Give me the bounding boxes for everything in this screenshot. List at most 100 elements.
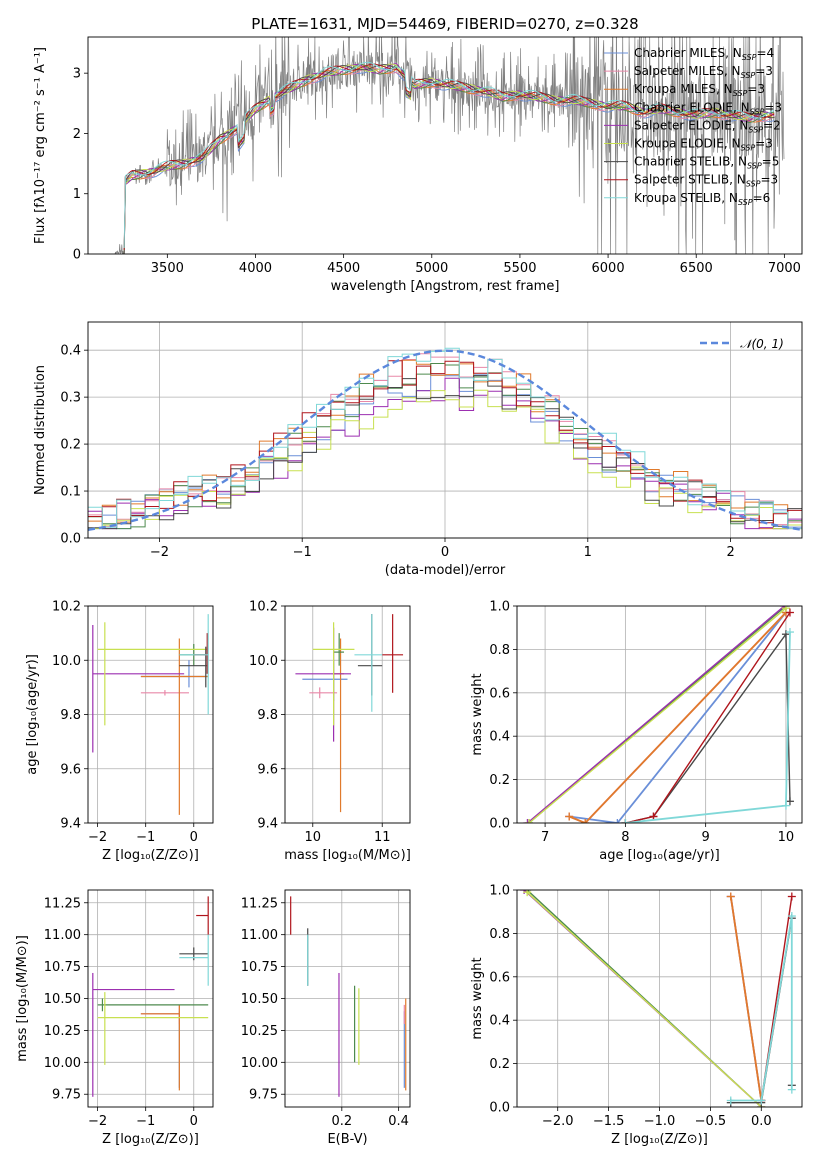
histogram-chabrier-stelib	[88, 375, 802, 530]
errorbar-salpeter-stelib	[196, 896, 209, 935]
errorbar-salpeter-miles	[140, 1004, 180, 1025]
errorbar-salpeter-miles	[140, 690, 189, 696]
legend-text: Chabrier STELIB, N	[634, 155, 747, 169]
mass_vs_Z-frame	[87, 889, 214, 1108]
y-tick-label: 0.2	[489, 1057, 510, 1072]
y-tick-label: 0.0	[60, 532, 81, 547]
y-tick-label: 0.4	[489, 730, 510, 745]
y-tick-label: 2	[73, 127, 81, 142]
y-tick-label: 0.2	[60, 438, 81, 453]
y-tick-label: 0.0	[489, 817, 510, 832]
legend-count: =3	[764, 100, 782, 114]
legend-subscript: SSP	[747, 162, 762, 171]
errorbar-salpeter-miles	[309, 687, 338, 699]
y-tick-label: 0.3	[60, 391, 81, 406]
residuals-frame	[87, 321, 803, 539]
x-tick-label: 9	[702, 830, 710, 845]
y-tick-label: 0.6	[489, 686, 510, 701]
y-tick-label: 9.75	[52, 1088, 81, 1103]
y-tick-label: 10.00	[44, 1056, 81, 1071]
age_vs_mass-points	[295, 614, 404, 813]
point-marker	[523, 890, 532, 897]
point-marker	[565, 812, 574, 821]
line-kroupa-miles	[568, 611, 787, 823]
point-marker	[787, 892, 796, 901]
legend-label: Kroupa STELIB, NSSP=6	[634, 191, 770, 207]
legend-text: Salpeter MILES, N	[634, 64, 741, 78]
y-tick-label: 10.50	[44, 992, 81, 1007]
line-kroupa-stelib	[730, 915, 793, 1102]
errorbar-salpeter-elodie	[295, 627, 351, 742]
age_vs_Z-points	[92, 614, 209, 815]
point-marker	[785, 608, 794, 617]
y-tick-label: 3	[73, 67, 81, 82]
point-marker	[781, 606, 790, 613]
x-tick-label: 8	[621, 830, 629, 845]
y-tick-label: 9.4	[60, 817, 81, 832]
legend-subscript: SSP	[738, 198, 753, 207]
x-axis-label: Z [log₁₀(Z/Z⊙)]	[102, 848, 199, 863]
legend-text: Salpeter ELODIE, N	[634, 118, 748, 132]
y-tick-label: 10.50	[241, 992, 278, 1007]
point-marker	[523, 819, 532, 823]
y-axis-label: Normed distribution	[33, 365, 48, 495]
histogram-salpeter-elodie	[88, 377, 802, 530]
legend-label: Chabrier MILES, NSSP=4	[634, 46, 774, 62]
x-axis-label: mass [log₁₀(M/M⊙)]	[284, 848, 411, 863]
y-tick-label: 10.75	[44, 960, 81, 975]
x-tick-label: 10	[778, 830, 795, 845]
mass_vs_Z-points	[92, 896, 209, 1097]
legend-label: Kroupa MILES, NSSP=3	[634, 82, 765, 98]
model-spectrum-kroupa-elodie	[123, 63, 775, 254]
point-marker	[726, 1096, 735, 1105]
y-tick-label: 10.00	[241, 1056, 278, 1071]
y-tick-label: 0.4	[60, 344, 81, 359]
y-tick-label: 9.8	[60, 708, 81, 723]
errorbar-chabrier-elodie	[97, 998, 209, 1012]
y-tick-label: 10.0	[52, 654, 81, 669]
legend-text: Chabrier MILES, N	[634, 46, 742, 60]
x-tick-label: 3500	[151, 261, 184, 276]
y-tick-label: 0.6	[489, 970, 510, 985]
x-tick-label: 0	[190, 830, 198, 845]
x-axis-label: E(B-V)	[327, 1132, 367, 1147]
y-tick-label: 9.6	[257, 762, 278, 777]
y-axis-label: mass weight	[470, 957, 485, 1039]
line-salpeter-stelib	[625, 612, 791, 823]
point-marker	[785, 797, 794, 806]
residual-histograms	[88, 347, 802, 531]
x-tick-label: 1	[584, 545, 592, 560]
errorbar-kroupa-stelib	[354, 614, 383, 712]
legend-subscript: SSP	[742, 53, 757, 62]
y-tick-label: 0.1	[60, 485, 81, 500]
x-tick-label: 0.0	[751, 1114, 772, 1129]
x-tick-label: 6000	[592, 261, 625, 276]
mass_vs_EBV-points	[290, 896, 407, 1097]
x-tick-label: 2	[726, 545, 734, 560]
y-tick-label: 0.4	[489, 1014, 510, 1029]
x-tick-label: 4000	[239, 261, 272, 276]
point-marker	[787, 912, 796, 921]
mass_vs_EBV-frame	[284, 889, 411, 1108]
x-tick-label: 0.4	[388, 1114, 409, 1129]
x-tick-label: 7	[541, 830, 549, 845]
errorbar-kroupa-miles	[140, 1004, 180, 1091]
y-tick-label: 9.4	[257, 817, 278, 832]
errorbar-kroupa-elodie	[97, 992, 209, 1065]
point-marker	[781, 801, 790, 810]
legend-count: =2	[763, 118, 781, 132]
errorbar-salpeter-elodie	[92, 624, 185, 753]
errorbar-chabrier-miles	[140, 1011, 180, 1088]
model-spectrum-salpeter-stelib	[123, 63, 775, 250]
y-tick-label: 0.0	[489, 1101, 510, 1116]
mass_vs_EBV-axes: 0.2 0.4 9.75 10.00 10.25 10.50 10.75 11.00 11.25…	[241, 890, 410, 1147]
point-marker	[581, 819, 590, 823]
point-marker	[781, 630, 790, 639]
legend-count: =4	[756, 46, 774, 60]
line-chabrier-miles	[569, 611, 787, 823]
model-spectrum-kroupa-stelib	[123, 61, 775, 249]
legend-text: Kroupa MILES, N	[634, 82, 733, 96]
legend-subscript: SSP	[741, 71, 756, 80]
histogram-salpeter-stelib	[88, 360, 802, 524]
